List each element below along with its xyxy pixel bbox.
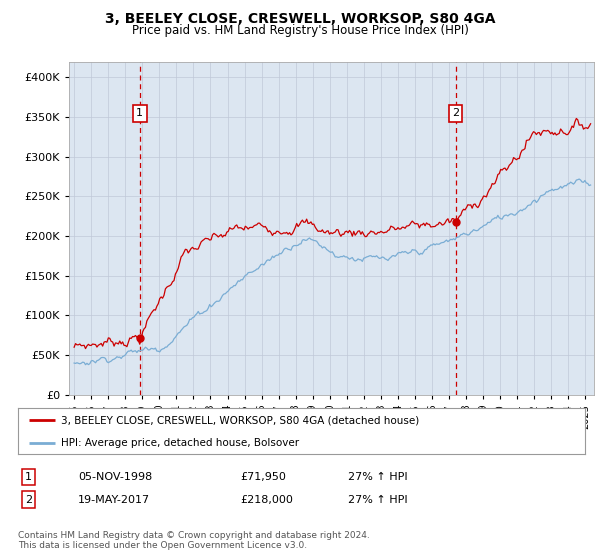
Text: 19-MAY-2017: 19-MAY-2017 xyxy=(78,494,150,505)
Text: 3, BEELEY CLOSE, CRESWELL, WORKSOP, S80 4GA: 3, BEELEY CLOSE, CRESWELL, WORKSOP, S80 … xyxy=(105,12,495,26)
Text: Price paid vs. HM Land Registry's House Price Index (HPI): Price paid vs. HM Land Registry's House … xyxy=(131,24,469,37)
Text: Contains HM Land Registry data © Crown copyright and database right 2024.
This d: Contains HM Land Registry data © Crown c… xyxy=(18,531,370,550)
Text: £71,950: £71,950 xyxy=(240,472,286,482)
Text: £218,000: £218,000 xyxy=(240,494,293,505)
Text: HPI: Average price, detached house, Bolsover: HPI: Average price, detached house, Bols… xyxy=(61,437,299,447)
Text: 2: 2 xyxy=(25,494,32,505)
Text: 1: 1 xyxy=(136,108,143,118)
Text: 27% ↑ HPI: 27% ↑ HPI xyxy=(348,472,407,482)
Text: 3, BEELEY CLOSE, CRESWELL, WORKSOP, S80 4GA (detached house): 3, BEELEY CLOSE, CRESWELL, WORKSOP, S80 … xyxy=(61,415,419,425)
Text: 2: 2 xyxy=(452,108,459,118)
Text: 27% ↑ HPI: 27% ↑ HPI xyxy=(348,494,407,505)
Text: 1: 1 xyxy=(25,472,32,482)
Text: 05-NOV-1998: 05-NOV-1998 xyxy=(78,472,152,482)
